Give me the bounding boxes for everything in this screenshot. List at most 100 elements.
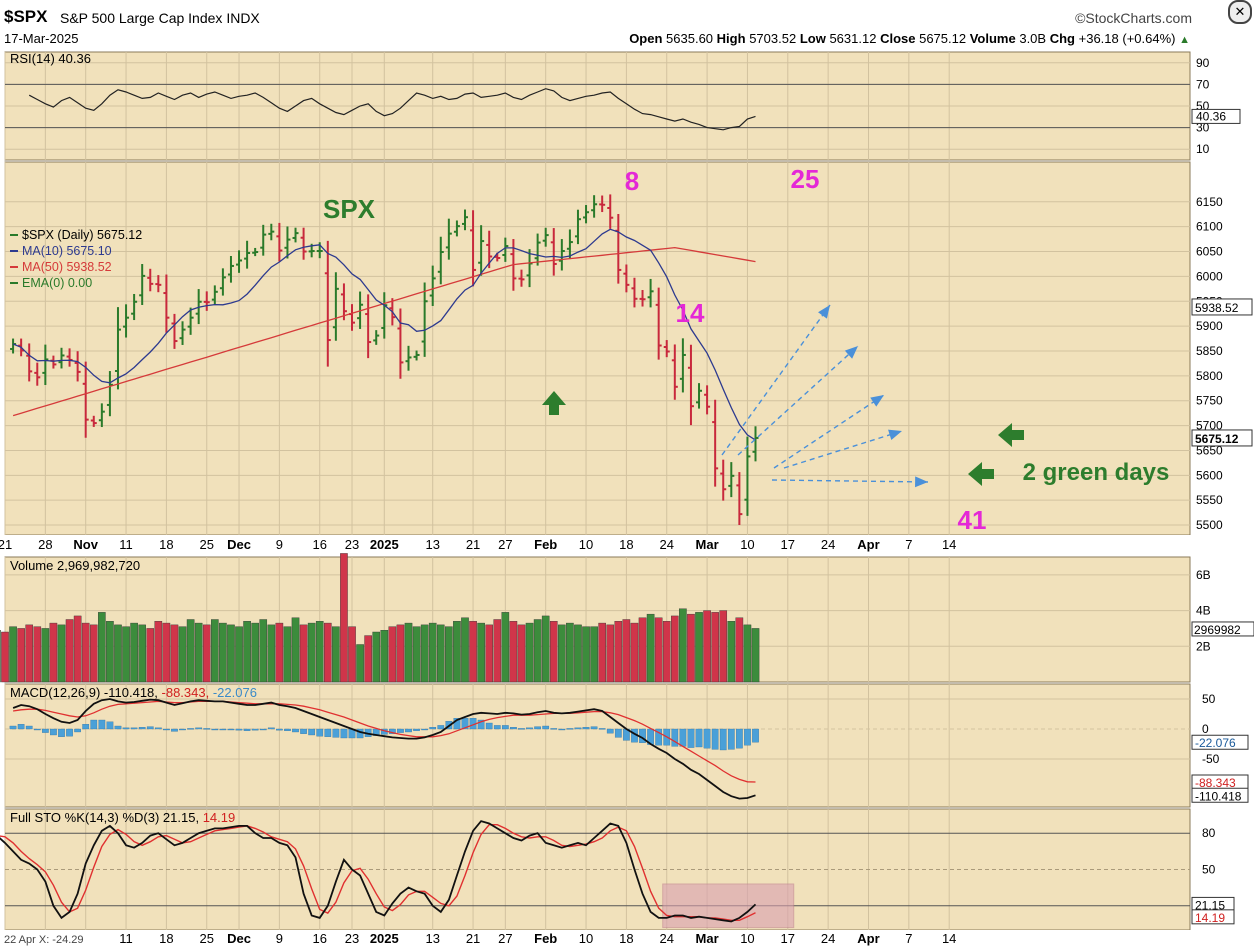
blue-dashed-arrow — [783, 429, 903, 469]
ohlc-bar — [655, 287, 662, 360]
macd-tick-label: -50 — [1202, 752, 1220, 766]
macd-hist-bar — [397, 728, 404, 733]
ohlc-bar — [187, 307, 194, 335]
ohlc-bar — [599, 195, 606, 213]
ohlc-bar — [203, 291, 210, 311]
rsi-tick-label: 30 — [1196, 121, 1210, 135]
macd-hist-bar — [227, 728, 235, 731]
ohlc-bar — [704, 385, 711, 415]
volume-bar — [711, 612, 719, 683]
ohlc-bar — [583, 205, 590, 224]
low-value: 5631.12 — [829, 31, 877, 46]
macd-hist-bar — [58, 728, 65, 737]
macd-hist-bar — [550, 728, 558, 730]
volume-bar — [25, 624, 34, 683]
footer-x-tick-label: 14 — [942, 931, 956, 946]
macd-hist-bar — [98, 719, 106, 730]
x-tick-label: 18 — [159, 537, 173, 552]
footer-x-tick-label: 27 — [498, 931, 512, 946]
macd-hist-bar — [534, 726, 541, 730]
x-tick-label: Apr — [857, 537, 879, 552]
volume-bar — [614, 621, 623, 683]
green-left-arrow-icon — [998, 423, 1024, 447]
chg-value: +36.18 (+0.64%) — [1078, 31, 1176, 46]
ohlc-bar — [534, 233, 541, 266]
macd-hist-bar — [82, 724, 90, 730]
price-tick-label: 5800 — [1196, 369, 1223, 383]
volume-bar — [202, 624, 211, 683]
macd-hist-bar — [687, 728, 695, 748]
volume-bar — [679, 608, 687, 683]
volume-bar — [41, 628, 50, 683]
macd-hist-bar — [558, 728, 566, 731]
x-tick-label: Mar — [696, 537, 719, 552]
chg-label: Chg — [1049, 31, 1075, 46]
ohlc-bar — [720, 459, 727, 501]
footer-x-tick-label: 11 — [119, 931, 133, 946]
ohlc-bar — [550, 228, 557, 276]
volume-bar — [235, 626, 243, 683]
legend-entry: $SPX (Daily) 5675.12 — [22, 228, 142, 242]
rsi-line — [28, 88, 756, 131]
volume-bar — [630, 622, 639, 683]
macd-hist-bar — [727, 728, 735, 750]
arrow-shaft — [783, 430, 903, 469]
sto-last-label: 14.19 — [1195, 911, 1225, 925]
footer-x-tick-label: 18 — [619, 931, 633, 946]
ohlc-bar — [58, 347, 65, 369]
sto-tick-label: 80 — [1202, 826, 1216, 840]
volume-bar — [89, 624, 98, 683]
ohlc-bar — [284, 226, 291, 259]
volume-bar — [307, 622, 316, 683]
open-label: Open — [629, 31, 663, 46]
macd-hist-bar — [106, 721, 114, 730]
volume-bar — [162, 622, 171, 683]
volume-bar — [324, 622, 332, 683]
macd-hist-bar — [711, 728, 719, 750]
volume-bar — [315, 621, 324, 683]
ohlc-bar — [574, 209, 581, 245]
volume-bar — [622, 619, 631, 683]
ohlc-bar — [566, 229, 573, 260]
macd-hist-bar — [574, 727, 582, 730]
price-tick-label: 5500 — [1196, 518, 1223, 532]
ohlc-bar — [591, 195, 598, 218]
annotation-label: 25 — [791, 164, 820, 194]
ohlc-bar — [558, 239, 565, 271]
volume-bar — [493, 619, 502, 683]
volume-bar — [509, 621, 518, 683]
x-tick-label: Dec — [227, 537, 251, 552]
volume-bar — [687, 613, 695, 683]
macd-hist-bar — [703, 728, 711, 749]
ohlc-bar — [90, 415, 97, 427]
macd-hist-bar — [300, 728, 307, 734]
annotation-label: 14 — [676, 298, 705, 328]
macd-hist-bar — [485, 722, 493, 730]
volume-bar — [751, 628, 760, 683]
macd-hist-bar — [679, 728, 687, 747]
ohlc-bar — [397, 308, 404, 379]
macd-hist-bar — [17, 724, 25, 730]
volume-bars — [0, 553, 760, 683]
rsi-last-box — [1191, 108, 1241, 124]
ohlc-bar — [260, 224, 267, 256]
macd-hist-bar — [493, 725, 501, 730]
price-tick-label: 6150 — [1196, 195, 1223, 209]
volume-bar — [57, 624, 66, 683]
ohlc-bar — [74, 351, 81, 382]
volume-bar — [574, 624, 582, 683]
macd-hist-bar — [9, 725, 17, 730]
volume-bar — [727, 621, 736, 683]
ohlc-bar — [631, 277, 638, 308]
ohlc-bar — [340, 283, 347, 321]
ohlc-bar — [728, 462, 735, 498]
x-tick-label: 17 — [781, 537, 795, 552]
volume-bar — [299, 624, 308, 683]
volume-bar — [453, 621, 461, 683]
footer-x-tick-label: Feb — [534, 931, 557, 946]
ohlc-bar — [227, 255, 234, 283]
macd-hist-bar — [292, 728, 299, 733]
close-x-icon[interactable]: ✕ — [1228, 0, 1252, 24]
ma50-line — [12, 246, 756, 417]
sto-title-part: 14.19 — [203, 810, 236, 825]
